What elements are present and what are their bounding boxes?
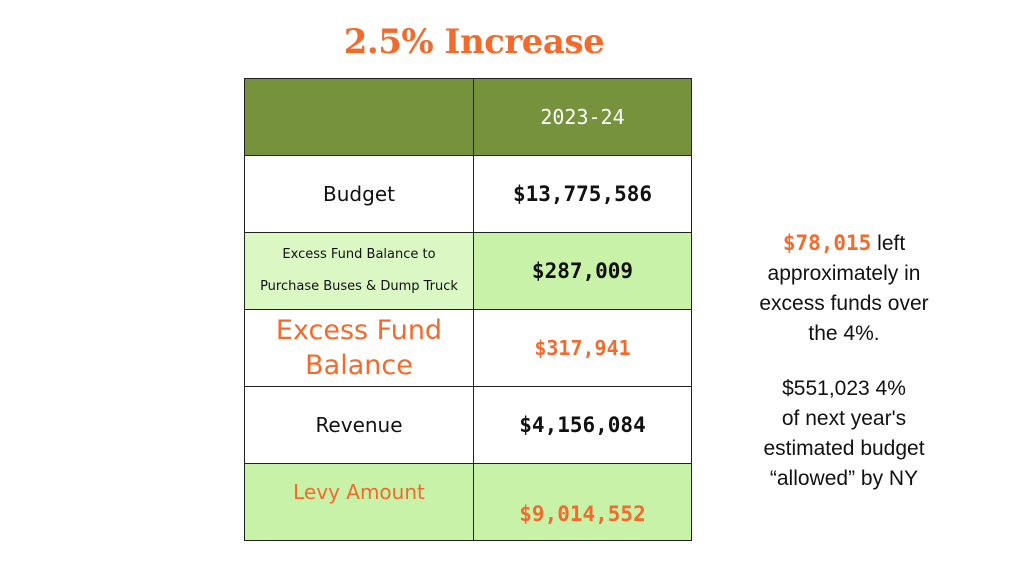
table-row-revenue: Revenue $4,156,084 [244,386,692,464]
levy-label: Levy Amount [293,480,425,504]
slide-title: 2.5% Increase [343,22,605,62]
note1-line2: approximately in [767,262,921,285]
budget-value: $13,775,586 [473,155,692,233]
note-allowed-by-ny: $551,023 4% of next year's estimated bud… [724,374,964,494]
excess-fund-label-line1: Excess Fund [275,315,443,346]
header-cell-year: 2023-24 [473,78,692,156]
levy-label-cell: Levy Amount [244,463,474,541]
table-header-row: 2023-24 [244,78,692,156]
header-cell-blank [244,78,474,156]
budget-label: Budget [244,155,474,233]
note1-highlight: $78,015 [782,231,872,255]
note2-line3: estimated budget [763,437,925,460]
revenue-label: Revenue [244,386,474,464]
excess-buses-label-line1: Excess Fund Balance to [282,247,436,262]
note1-line3: excess funds over [759,292,929,315]
levy-value-cell: $9,014,552 [473,463,692,541]
note2-line1: $551,023 4% [782,377,906,400]
excess-fund-value: $317,941 [473,309,692,387]
note2-line4: “allowed” by NY [769,467,919,490]
table-row-excess-buses: Excess Fund Balance to Purchase Buses & … [244,232,692,310]
table-row-budget: Budget $13,775,586 [244,155,692,233]
excess-fund-label: Excess Fund Balance [244,309,474,387]
note1-line1: $78,015 left [724,228,964,259]
budget-table: 2023-24 Budget $13,775,586 Excess Fund B… [244,78,692,541]
levy-value: $9,014,552 [519,502,646,526]
note-excess-left: $78,015 left approximately in excess fun… [724,228,964,349]
excess-buses-label: Excess Fund Balance to Purchase Buses & … [244,232,474,310]
note1-line1-rest: left [871,232,906,255]
table-row-levy: Levy Amount $9,014,552 [244,463,692,541]
excess-buses-label-line2: Purchase Buses & Dump Truck [260,279,458,294]
note1-line4: the 4%. [808,322,880,345]
table-row-excess-fund: Excess Fund Balance $317,941 [244,309,692,387]
excess-fund-label-line2: Balance [305,350,413,381]
revenue-value: $4,156,084 [473,386,692,464]
excess-buses-value: $287,009 [473,232,692,310]
note2-line2: of next year's [781,407,907,430]
